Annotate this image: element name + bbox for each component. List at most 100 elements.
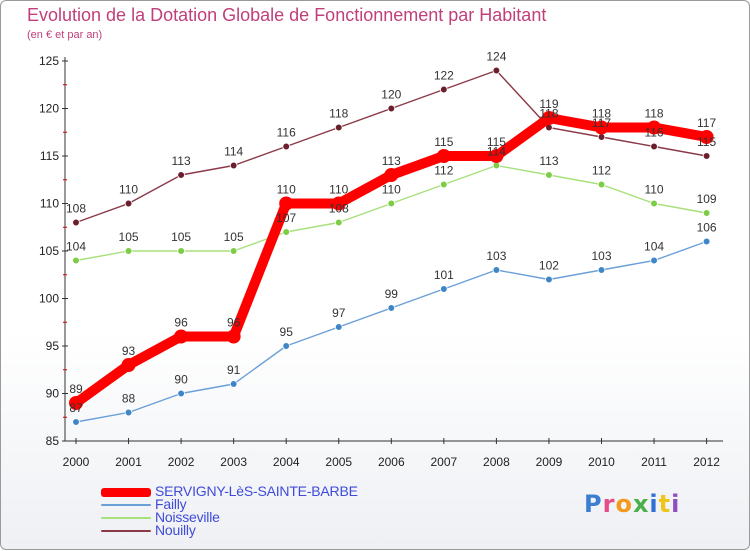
x-tick-label: 2001	[115, 455, 142, 469]
y-tick-label: 85	[46, 434, 60, 448]
data-point	[699, 130, 714, 144]
series-layer	[69, 66, 714, 426]
data-label: 115	[697, 135, 716, 149]
series-line	[75, 240, 708, 423]
x-tick-label: 2008	[483, 455, 510, 469]
data-label: 95	[280, 325, 294, 339]
logo-letter: P	[584, 490, 603, 518]
data-point	[597, 180, 606, 189]
x-tick-label: 2007	[430, 455, 457, 469]
data-label: 112	[592, 164, 611, 178]
y-tick-label: 95	[46, 339, 60, 353]
data-label: 115	[434, 135, 453, 149]
data-point	[387, 304, 396, 312]
y-tick-label: 90	[46, 387, 60, 401]
data-point	[545, 171, 553, 179]
logo-letter: i	[671, 490, 681, 518]
data-point	[121, 358, 136, 372]
data-point	[282, 228, 291, 236]
data-point	[384, 168, 399, 182]
legend-label: Failly	[155, 496, 187, 512]
data-point	[492, 161, 501, 170]
x-tick-label: 2011	[641, 455, 667, 469]
data-point	[647, 120, 662, 135]
data-label: 87	[69, 401, 83, 415]
series-nouilly	[72, 66, 711, 227]
data-label: 99	[385, 287, 399, 301]
data-label: 118	[329, 107, 348, 121]
data-point	[229, 161, 238, 170]
data-point	[650, 142, 658, 151]
data-point	[492, 266, 501, 274]
data-label: 104	[66, 240, 86, 254]
data-label: 113	[382, 154, 401, 168]
data-point	[177, 171, 185, 179]
data-label: 88	[122, 392, 136, 406]
data-point	[229, 380, 238, 388]
data-point	[279, 196, 294, 211]
chart-title: Evolution de la Dotation Globale de Fonc…	[27, 5, 547, 25]
data-point	[650, 256, 658, 265]
legend-label: Noisseville	[155, 509, 220, 525]
data-label: 103	[486, 249, 506, 263]
data-label: 116	[644, 126, 663, 140]
data-point	[702, 237, 711, 246]
x-tick-label: 2005	[325, 455, 352, 469]
data-point	[331, 196, 346, 211]
data-label: 122	[434, 69, 454, 83]
data-label: 118	[539, 107, 558, 121]
data-label: 110	[329, 183, 348, 197]
data-label: 103	[591, 249, 611, 263]
data-point	[229, 247, 238, 255]
legend-swatch	[101, 488, 151, 497]
data-point	[440, 180, 448, 189]
data-label: 110	[119, 183, 138, 197]
logo-letter: r	[602, 490, 616, 518]
data-point	[489, 149, 504, 163]
data-label: 113	[172, 154, 191, 168]
logo-letter: t	[658, 490, 672, 518]
legend-label: SERVIGNY-LèS-SAINTE-BARBE	[155, 483, 358, 499]
data-point	[650, 199, 658, 208]
y-tick-label: 120	[39, 102, 59, 116]
data-point	[124, 199, 133, 208]
data-label: 116	[277, 126, 296, 140]
data-label: 106	[697, 221, 717, 235]
data-label: 93	[122, 344, 136, 358]
data-label: 112	[434, 164, 453, 178]
y-tick-label: 105	[39, 244, 59, 258]
data-point	[177, 247, 185, 255]
data-point	[124, 408, 133, 417]
data-point	[226, 329, 241, 344]
data-point	[545, 275, 553, 284]
data-label: 89	[69, 382, 83, 396]
series-servigny-l-s-sainte-barbe	[69, 111, 714, 410]
data-label: 118	[644, 107, 663, 121]
data-label: 107	[276, 211, 296, 225]
data-point	[334, 218, 343, 227]
data-point	[541, 111, 556, 125]
x-tick-label: 2002	[168, 455, 195, 469]
data-point	[597, 266, 606, 274]
data-point	[334, 323, 343, 331]
data-point	[72, 418, 80, 426]
data-point	[69, 396, 83, 410]
data-label: 117	[592, 116, 611, 130]
data-label: 104	[644, 240, 664, 254]
data-point	[177, 389, 185, 398]
data-point	[597, 133, 606, 141]
y-tick-label: 115	[40, 149, 59, 163]
logo-letter: x	[632, 490, 650, 518]
x-tick-label: 2003	[220, 455, 247, 469]
data-label: 108	[329, 202, 349, 216]
data-label: 115	[487, 135, 506, 149]
data-label: 96	[227, 316, 241, 330]
data-point	[387, 199, 396, 208]
x-tick-label: 2006	[378, 455, 405, 469]
data-point	[440, 85, 448, 94]
data-label: 114	[487, 145, 506, 159]
data-point	[594, 120, 609, 135]
